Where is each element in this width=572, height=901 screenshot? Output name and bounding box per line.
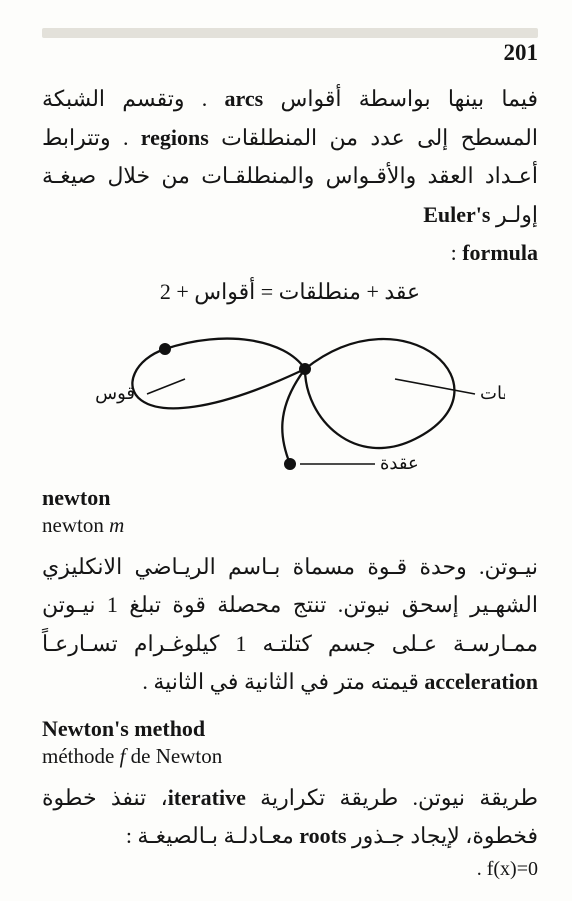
- latin-arcs: arcs: [225, 86, 264, 111]
- formula-rhs-word: أقواس: [194, 279, 255, 304]
- text: ، تنفذ خطوة: [42, 785, 168, 810]
- page-number: 201: [42, 40, 538, 66]
- plus: +: [361, 279, 384, 304]
- heading-method-en: Newton's method: [42, 716, 538, 742]
- label-region: منطلقات: [480, 383, 505, 403]
- latin-iterative: iterative: [168, 785, 246, 810]
- formula-rhs-num: 2: [160, 279, 171, 304]
- label-arc: قوس: [95, 383, 135, 404]
- paragraph-euler: فيما بينها بواسطة أقواس arcs . وتقسم الش…: [42, 80, 538, 273]
- paragraph-method: طريقة نيوتن. طريقة تكرارية iterative، تن…: [42, 779, 538, 856]
- text: طريقة نيوتن. طريقة تكرارية: [246, 785, 538, 810]
- text: ممـارسـة عـلى جسم كتلتـه 1 كيلوغـرام تسـ…: [42, 631, 538, 656]
- latin-regions: regions: [141, 125, 209, 150]
- header-rule: [42, 28, 538, 38]
- paragraph-newton: نيـوتن. وحدة قـوة مسماة بـاسم الريـاضي ا…: [42, 548, 538, 702]
- eq: =: [255, 279, 278, 304]
- colon: :: [451, 240, 463, 265]
- equation-line: . f(x)=0: [42, 858, 538, 881]
- latin-roots: roots: [299, 823, 346, 848]
- heading-newton-fr: newton m: [42, 513, 538, 538]
- latin-formula: formula: [462, 240, 538, 265]
- fr-text: newton: [42, 513, 109, 537]
- latin-acceleration: acceleration: [424, 669, 538, 694]
- label-node: عقدة: [380, 453, 419, 473]
- fr-gender: m: [109, 513, 124, 537]
- fr-text: de Newton: [125, 744, 222, 768]
- heading-method-fr: méthode f de Newton: [42, 744, 538, 769]
- latin-euler: Euler's: [423, 202, 490, 227]
- text: فيما بينها بواسطة أقواس: [281, 86, 539, 111]
- formula-lhs1: عقد: [384, 279, 420, 304]
- euler-formula: عقد + منطلقات = أقواس + 2: [42, 279, 538, 305]
- plus: +: [171, 279, 194, 304]
- formula-lhs2: منطلقات: [279, 279, 361, 304]
- text: إلى عدد من المنطلقات: [221, 125, 448, 150]
- heading-newton-en: newton: [42, 485, 538, 511]
- text: نيـوتن. وحدة قـوة مسماة بـاسم الريـاضي ا…: [42, 554, 538, 579]
- text: معـادلـة بـالصيغـة :: [126, 823, 299, 848]
- fr-text: méthode: [42, 744, 120, 768]
- text: فخطوة، لإيجاد جـذور: [347, 823, 538, 848]
- text: الشهـير إسحق نيوتن. تنتج محصلة قوة تبلغ …: [42, 592, 538, 617]
- text: قيمته متر في الثانية في الثانية .: [142, 669, 424, 694]
- network-diagram: قوس منطلقات عقدة: [75, 309, 505, 479]
